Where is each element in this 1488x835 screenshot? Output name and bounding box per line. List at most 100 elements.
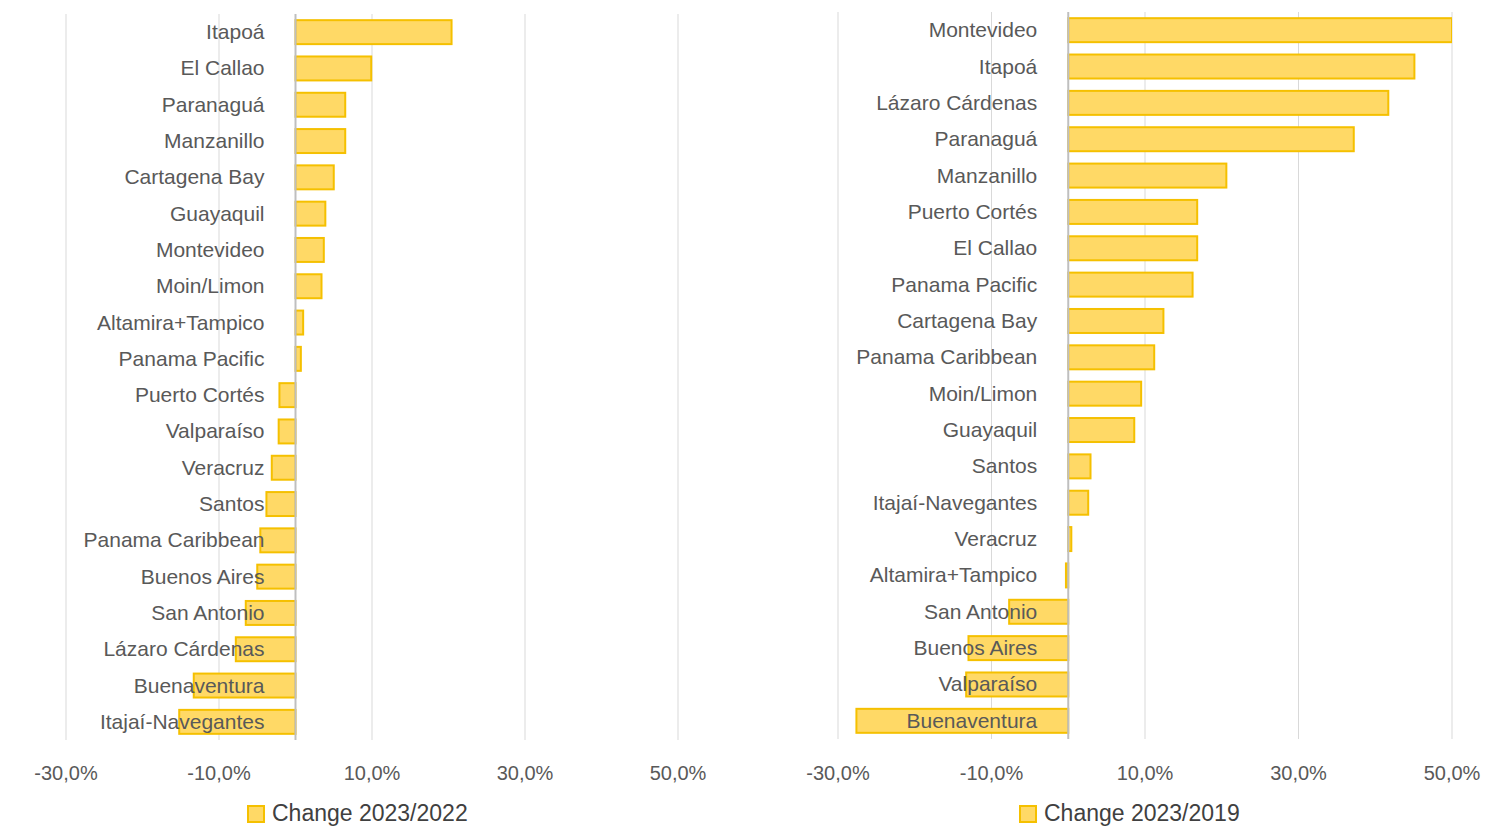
bar	[1068, 91, 1388, 115]
chart: Montevideo Itapoá Lázaro Cárdenas Paranaguá…	[806, 12, 1480, 826]
category-label: Montevideo	[929, 18, 1038, 41]
bar	[279, 383, 295, 407]
bar	[1068, 273, 1192, 297]
category-label: El Callao	[953, 236, 1037, 259]
bar	[296, 311, 304, 335]
bar	[1068, 382, 1141, 406]
tick-label: -30,0%	[806, 762, 870, 784]
tick-label: -10,0%	[187, 762, 251, 784]
grid-line	[991, 12, 992, 739]
category-label: Buenaventura	[906, 709, 1037, 732]
grid-line	[1452, 12, 1453, 739]
category-label: Itajaí-Navegantes	[100, 710, 265, 733]
category-label: Altamira+Tampico	[97, 311, 264, 334]
tick-label: 50,0%	[1424, 762, 1481, 784]
tick-label: 30,0%	[497, 762, 554, 784]
bar	[1068, 345, 1154, 369]
category-label: Buenos Aires	[141, 565, 265, 588]
bar	[279, 419, 296, 443]
legend-label: Change 2023/2022	[272, 800, 468, 826]
bar	[296, 274, 322, 298]
category-label: Altamira+Tampico	[870, 563, 1037, 586]
tick-label: -10,0%	[960, 762, 1024, 784]
grid-line	[838, 12, 839, 739]
bar	[1068, 491, 1088, 515]
category-label: Montevideo	[156, 238, 265, 261]
category-label: Manzanillo	[937, 164, 1037, 187]
category-label: Guayaquil	[943, 418, 1038, 441]
axis-range	[66, 740, 678, 741]
category-label: Buenos Aires	[914, 636, 1038, 659]
grid-line	[66, 14, 67, 740]
category-label: Lázaro Cárdenas	[103, 637, 264, 660]
grid-line	[372, 14, 373, 740]
category-label: Guayaquil	[170, 202, 265, 225]
bar	[296, 238, 324, 262]
bar	[296, 56, 372, 80]
category-label: Puerto Cortés	[908, 200, 1038, 223]
chart-canvas: Itapoá El Callao Paranaguá Manzanillo Cartag…	[0, 0, 1488, 835]
category-label: Santos	[199, 492, 264, 515]
bar	[260, 528, 295, 552]
bar	[272, 456, 296, 480]
grid-line	[525, 14, 526, 740]
bar	[296, 202, 326, 226]
bar	[266, 492, 295, 516]
category-label: Santos	[972, 454, 1037, 477]
bars	[856, 18, 1452, 733]
category-label: Cartagena Bay	[897, 309, 1038, 332]
grid-line	[678, 14, 679, 740]
bar	[1068, 164, 1226, 188]
bar	[1068, 55, 1414, 79]
zero-axis	[1067, 12, 1069, 739]
tick-label: 50,0%	[650, 762, 707, 784]
category-label: Manzanillo	[164, 129, 264, 152]
chart: ItapoáEl CallaoParanaguáManzanilloCartag…	[34, 14, 706, 826]
bar	[1068, 454, 1090, 478]
legend-swatch	[1020, 806, 1036, 822]
tick-label: 10,0%	[344, 762, 401, 784]
category-label: Panama Pacific	[119, 347, 265, 370]
tick-label: 30,0%	[1270, 762, 1327, 784]
bar	[296, 165, 334, 189]
category-label: San Antonio	[151, 601, 264, 624]
bar	[1068, 418, 1134, 442]
legend-label: Change 2023/2019	[1044, 800, 1240, 826]
bar	[856, 709, 1068, 733]
grid-line	[219, 14, 220, 740]
category-label: Moin/Limon	[929, 382, 1038, 405]
category-label: Cartagena Bay	[124, 165, 265, 188]
category-label: Lázaro Cárdenas	[876, 91, 1037, 114]
bar	[1068, 127, 1354, 151]
category-label: Moin/Limon	[156, 274, 265, 297]
category-label: Puerto Cortés	[135, 383, 265, 406]
category-label: Buenaventura	[134, 674, 265, 697]
category-label: El Callao	[180, 56, 264, 79]
category-label: Itajaí-Navegantes	[873, 491, 1038, 514]
grid-line	[1145, 12, 1146, 739]
category-label: Veracruz	[954, 527, 1037, 550]
grid-line	[1298, 12, 1299, 739]
axis-range	[838, 739, 1452, 740]
category-label: San Antonio	[924, 600, 1037, 623]
bar	[1068, 200, 1197, 224]
bar	[296, 20, 452, 44]
category-label: Valparaíso	[938, 672, 1037, 695]
tick-label: -30,0%	[34, 762, 98, 784]
tick-label: 10,0%	[1117, 762, 1174, 784]
bar	[296, 129, 346, 153]
bar	[1068, 236, 1197, 260]
category-label: Paranaguá	[934, 127, 1037, 150]
category-label: Veracruz	[182, 456, 265, 479]
bar	[1068, 18, 1452, 42]
category-label: Panama Caribbean	[856, 345, 1037, 368]
category-label: Itapoá	[206, 20, 265, 43]
bar	[296, 93, 346, 117]
category-label: Valparaíso	[166, 419, 265, 442]
category-label: Panama Pacific	[891, 273, 1037, 296]
category-label: Panama Caribbean	[84, 528, 265, 551]
legend-swatch	[248, 806, 264, 822]
category-label: Itapoá	[979, 55, 1038, 78]
bar	[1068, 309, 1163, 333]
zero-axis	[295, 14, 297, 740]
